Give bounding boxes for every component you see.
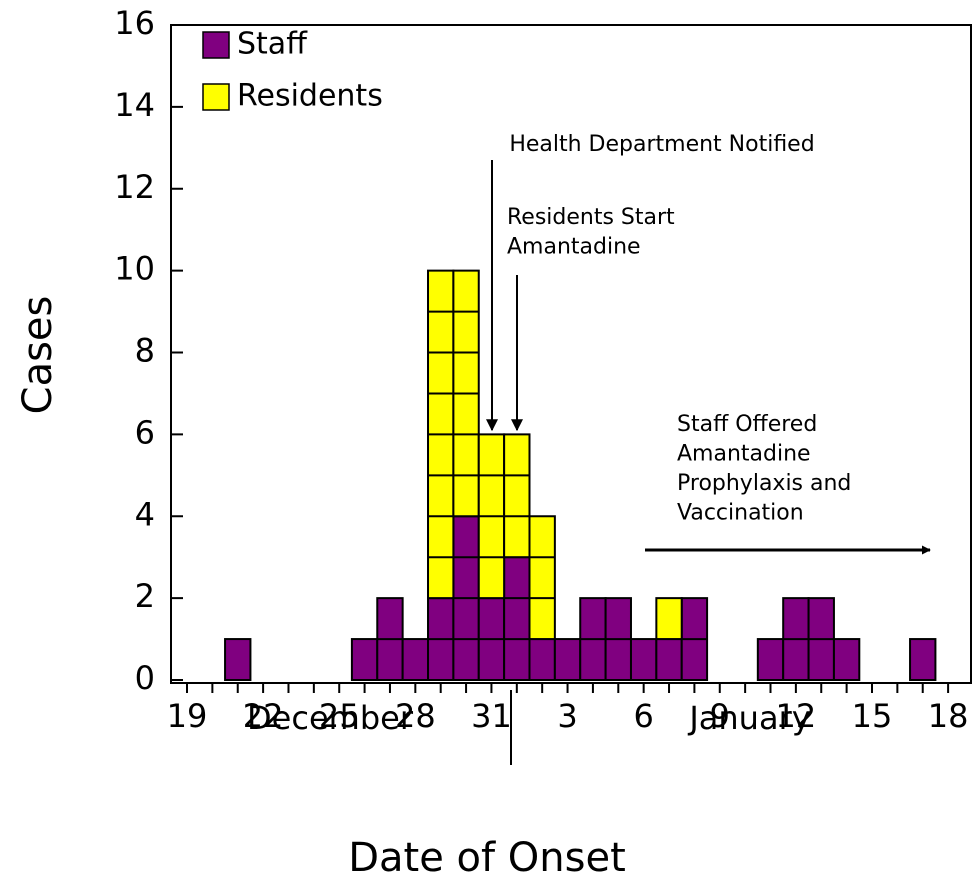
x-tick-label: 19 [167, 697, 208, 735]
y-tick-label: 16 [114, 4, 155, 42]
annotation: Staff Offered [677, 412, 817, 437]
bar-segment [528, 515, 556, 641]
bar-segment [528, 638, 556, 681]
x-tick-label: 28 [395, 697, 436, 735]
legend-label: Residents [237, 79, 383, 114]
bar-segment [655, 597, 683, 641]
bar-segment [503, 433, 531, 559]
y-tick-label: 12 [114, 168, 155, 206]
x-tick-label: 25 [319, 697, 360, 735]
bar-segment [553, 638, 582, 681]
bar-segment [756, 638, 785, 681]
y-axis-title: Cases [15, 296, 61, 415]
annotation: Residents Start [507, 205, 675, 230]
x-tick-label: 22 [243, 697, 284, 735]
annotation: Vaccination [677, 501, 804, 526]
y-tick-label: 10 [114, 250, 155, 288]
legend-swatch [202, 83, 230, 111]
y-tick-label: 14 [114, 86, 155, 124]
bar-segment [224, 638, 252, 681]
x-tick-label: 15 [852, 697, 893, 735]
annotation: Amantadine [677, 442, 811, 467]
legend-label: Staff [237, 27, 308, 62]
month-label: January [687, 699, 810, 737]
y-tick-label: 4 [135, 495, 155, 533]
bar-segment [655, 638, 683, 681]
y-tick-label: 8 [135, 332, 155, 370]
legend-swatch [202, 31, 230, 59]
bar-segment [909, 638, 937, 681]
bar-segment [503, 556, 531, 681]
x-tick-label: 6 [633, 697, 653, 735]
x-tick-label: 18 [928, 697, 969, 735]
bar-segment [629, 638, 658, 681]
bar-segment [401, 638, 430, 681]
x-tick-label: 31 [471, 697, 512, 735]
bar-segment [832, 638, 861, 681]
x-tick-label: 12 [776, 697, 817, 735]
annotation: Prophylaxis and [677, 471, 851, 496]
frame [170, 24, 972, 684]
annotation: Amantadine [507, 235, 641, 260]
y-tick-label: 6 [135, 413, 155, 451]
y-tick-label: 0 [135, 659, 155, 697]
x-tick-label: 3 [557, 697, 577, 735]
y-tick-label: 2 [135, 577, 155, 615]
annotation: Health Department Notified [509, 132, 814, 157]
month-label: December [247, 699, 414, 737]
x-tick-label: 9 [710, 697, 730, 735]
bar-segment [350, 638, 379, 681]
x-axis-title: Date of Onset [348, 835, 626, 881]
